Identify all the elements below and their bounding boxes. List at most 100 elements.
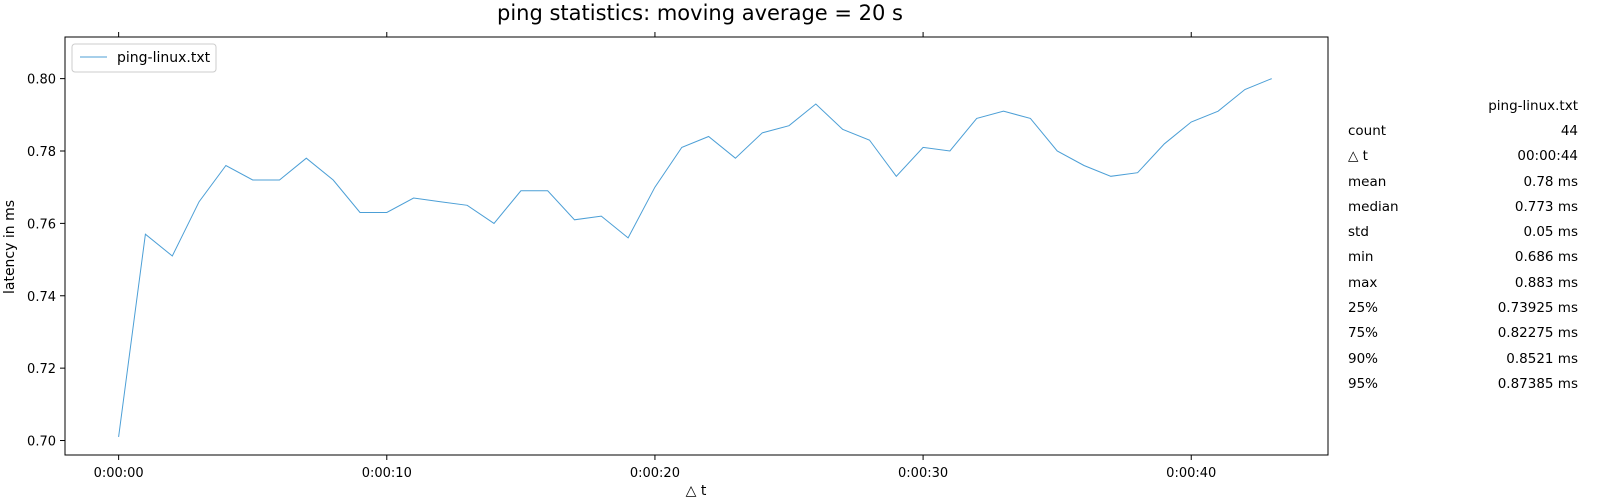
data-point xyxy=(332,178,335,181)
stats-row: 75% 0.82275 ms xyxy=(1348,321,1578,346)
stats-row-value: 44 xyxy=(1560,123,1578,139)
stats-row-value: 0.78 ms xyxy=(1523,173,1578,190)
data-point xyxy=(653,186,656,189)
data-point xyxy=(922,146,925,149)
stats-row: count 44 xyxy=(1348,119,1578,144)
x-tick-label: 0:00:30 xyxy=(898,466,948,481)
data-point xyxy=(975,117,978,120)
series-layer xyxy=(117,77,1273,438)
plot-area-frame xyxy=(64,36,1329,456)
stats-row-value: 0.883 ms xyxy=(1514,274,1578,291)
stats-row-value: 0.05 ms xyxy=(1523,224,1578,241)
data-point xyxy=(1217,110,1220,113)
data-point xyxy=(761,131,764,134)
stats-row-value: 00:00:44 xyxy=(1517,148,1578,165)
x-tick-label: 0:00:00 xyxy=(94,466,144,481)
data-point xyxy=(493,222,496,225)
y-tick-label: 0.72 xyxy=(27,362,56,377)
x-tick-label: 0:00:40 xyxy=(1166,466,1216,481)
data-point xyxy=(627,236,630,239)
stats-row-label: △ t xyxy=(1348,148,1368,165)
data-point xyxy=(519,189,522,192)
x-axis-label: △ t xyxy=(686,483,707,499)
data-point xyxy=(707,135,710,138)
stats-row: mean 0.78 ms xyxy=(1348,170,1578,195)
data-point xyxy=(439,200,442,203)
data-point xyxy=(385,211,388,214)
stats-row-value: 0.8521 ms xyxy=(1506,350,1578,367)
legend-box xyxy=(71,43,217,73)
data-point xyxy=(895,175,898,178)
data-point xyxy=(358,211,361,214)
stats-row-label: std xyxy=(1348,224,1369,241)
data-point xyxy=(573,218,576,221)
data-point xyxy=(305,157,308,160)
x-axis: 0:00:00 0:00:10 0:00:20 0:00:30 0:00:40 xyxy=(94,32,1216,481)
legend-label: ping-linux.txt xyxy=(117,50,211,66)
y-tick-label: 0.70 xyxy=(27,435,56,450)
stats-row-label: 75% xyxy=(1348,325,1379,342)
stats-table: ping-linux.txt count 44 △ t 00:00:44 mean 0.7… xyxy=(1348,94,1578,397)
data-point xyxy=(1056,150,1059,153)
chart-title: ping statistics: moving average = 20 s xyxy=(497,1,903,25)
data-point xyxy=(680,146,683,149)
stats-table-header: ping-linux.txt xyxy=(1488,98,1578,114)
stats-table-rows: count 44 △ t 00:00:44 mean 0.78 ms median 0.773… xyxy=(1348,119,1578,397)
stats-row-label: min xyxy=(1348,249,1374,266)
stats-row-value: 0.82275 ms xyxy=(1497,325,1578,342)
data-point xyxy=(278,178,281,181)
x-tick-label: 0:00:20 xyxy=(630,466,680,481)
stats-row-value: 0.773 ms xyxy=(1514,198,1578,215)
data-point xyxy=(788,124,791,127)
series-line xyxy=(118,78,1272,437)
y-tick-label: 0.76 xyxy=(27,217,56,232)
data-point xyxy=(466,204,469,207)
data-point xyxy=(1163,142,1166,145)
data-point xyxy=(251,178,254,181)
stats-row-value: 0.73925 ms xyxy=(1497,300,1578,317)
data-point xyxy=(868,139,871,142)
data-point xyxy=(600,215,603,218)
data-point xyxy=(171,254,174,257)
data-point xyxy=(1136,171,1139,174)
stats-row: std 0.05 ms xyxy=(1348,220,1578,245)
data-point xyxy=(224,164,227,167)
data-point xyxy=(734,157,737,160)
stats-row-label: max xyxy=(1348,274,1378,291)
data-point xyxy=(1270,77,1273,80)
stats-row: △ t 00:00:44 xyxy=(1348,144,1578,169)
stats-row-value: 0.686 ms xyxy=(1514,249,1578,266)
y-tick-label: 0.74 xyxy=(27,290,56,305)
stats-row-label: mean xyxy=(1348,173,1387,190)
y-axis: 0.70 0.72 0.74 0.76 0.78 0.80 xyxy=(27,73,65,450)
data-point xyxy=(198,200,201,203)
data-point xyxy=(117,435,120,438)
stats-row-value: 0.87385 ms xyxy=(1497,375,1578,392)
y-tick-label: 0.78 xyxy=(27,145,56,160)
stats-row-label: 90% xyxy=(1348,350,1379,367)
y-tick-label: 0.80 xyxy=(27,73,56,88)
data-point xyxy=(1082,164,1085,167)
stats-row-label: count xyxy=(1348,123,1387,139)
legend: ping-linux.txt xyxy=(71,43,217,73)
stats-row: min 0.686 ms xyxy=(1348,245,1578,270)
data-point xyxy=(948,150,951,153)
data-point xyxy=(546,189,549,192)
data-point xyxy=(1109,175,1112,178)
stats-row: median 0.773 ms xyxy=(1348,195,1578,220)
data-point xyxy=(144,233,147,236)
data-point xyxy=(814,102,817,105)
stats-row-label: 95% xyxy=(1348,375,1379,392)
y-axis-label: latency in ms xyxy=(2,200,18,294)
stats-row-label: 25% xyxy=(1348,300,1379,317)
data-point xyxy=(1029,117,1032,120)
stats-row: max 0.883 ms xyxy=(1348,271,1578,296)
stats-row: 25% 0.73925 ms xyxy=(1348,296,1578,321)
stats-row-label: median xyxy=(1348,198,1399,215)
stats-row: 90% 0.8521 ms xyxy=(1348,347,1578,372)
data-point xyxy=(412,197,415,200)
data-point xyxy=(1190,121,1193,124)
data-point xyxy=(1243,88,1246,91)
x-tick-label: 0:00:10 xyxy=(362,466,412,481)
stats-row: 95% 0.87385 ms xyxy=(1348,372,1578,397)
